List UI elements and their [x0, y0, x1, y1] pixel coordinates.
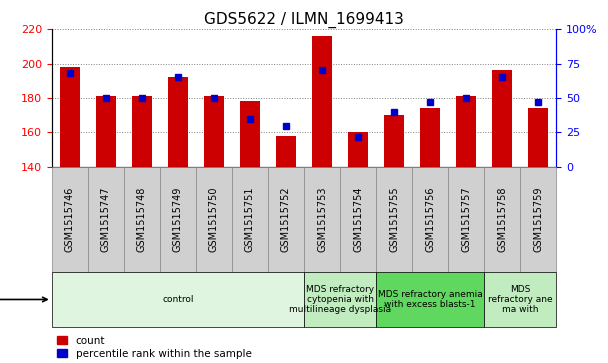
Bar — [88, 167, 124, 272]
Bar — [492, 70, 512, 167]
Text: GSM1515758: GSM1515758 — [497, 187, 507, 252]
Bar — [376, 272, 484, 327]
Bar — [384, 115, 404, 167]
Text: GSM1515753: GSM1515753 — [317, 187, 327, 252]
Text: GSM1515755: GSM1515755 — [389, 187, 399, 252]
Text: MDS
refractory ane
ma with: MDS refractory ane ma with — [488, 285, 553, 314]
Bar — [420, 108, 440, 167]
Text: GSM1515752: GSM1515752 — [281, 187, 291, 252]
Text: GSM1515748: GSM1515748 — [137, 187, 147, 252]
Bar — [204, 96, 224, 167]
Bar — [304, 272, 376, 327]
Bar — [132, 96, 152, 167]
Bar — [52, 167, 88, 272]
Text: MDS refractory anemia
with excess blasts-1: MDS refractory anemia with excess blasts… — [378, 290, 483, 309]
Bar — [240, 101, 260, 167]
Bar — [412, 167, 448, 272]
Title: GDS5622 / ILMN_1699413: GDS5622 / ILMN_1699413 — [204, 12, 404, 28]
Bar — [276, 136, 296, 167]
Bar — [168, 77, 188, 167]
Text: GSM1515749: GSM1515749 — [173, 187, 183, 252]
Bar — [232, 167, 268, 272]
Bar — [96, 96, 116, 167]
Bar — [348, 132, 368, 167]
Text: GSM1515751: GSM1515751 — [245, 187, 255, 252]
Bar — [124, 167, 160, 272]
Bar — [448, 167, 484, 272]
Bar — [312, 36, 332, 167]
Text: disease state: disease state — [0, 294, 47, 305]
Text: GSM1515746: GSM1515746 — [64, 187, 75, 252]
Bar — [340, 167, 376, 272]
Bar — [484, 272, 556, 327]
Text: GSM1515750: GSM1515750 — [209, 187, 219, 252]
Text: control: control — [162, 295, 193, 304]
Text: GSM1515747: GSM1515747 — [101, 187, 111, 252]
Bar — [52, 272, 304, 327]
Bar — [268, 167, 304, 272]
Bar — [376, 167, 412, 272]
Text: GSM1515759: GSM1515759 — [533, 187, 544, 252]
Bar — [160, 167, 196, 272]
Text: MDS refractory
cytopenia with
multilineage dysplasia: MDS refractory cytopenia with multilinea… — [289, 285, 391, 314]
Bar — [520, 167, 556, 272]
Bar — [60, 67, 80, 167]
Bar — [456, 96, 476, 167]
Bar — [196, 167, 232, 272]
Bar — [304, 167, 340, 272]
Text: GSM1515754: GSM1515754 — [353, 187, 363, 252]
Text: GSM1515756: GSM1515756 — [425, 187, 435, 252]
Bar — [484, 167, 520, 272]
Text: GSM1515757: GSM1515757 — [461, 187, 471, 252]
Bar — [528, 108, 548, 167]
Legend: count, percentile rank within the sample: count, percentile rank within the sample — [57, 335, 252, 359]
